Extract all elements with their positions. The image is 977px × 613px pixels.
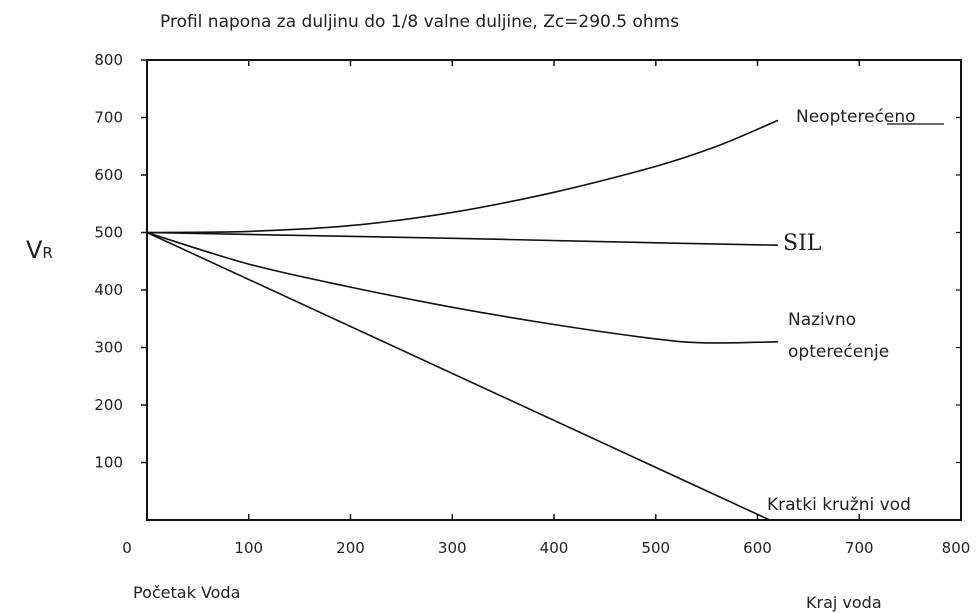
y-tick-label: 200 xyxy=(94,396,123,414)
y-axis-label: VR xyxy=(26,236,53,264)
series-label-sil: SIL xyxy=(783,231,822,256)
x-tick-label: 300 xyxy=(438,539,467,557)
x-tick-label: 100 xyxy=(234,539,263,557)
y-tick-label: 800 xyxy=(94,51,123,69)
y-axis-ticks: 100 200 300 400 500 600 700 800 xyxy=(94,51,961,472)
series-label-nazivno-line2: opterećenje xyxy=(788,342,889,362)
y-tick-label: 400 xyxy=(94,281,123,299)
x-tick-label: 400 xyxy=(540,539,569,557)
series-label-nazivno-line1: Nazivno xyxy=(788,310,856,330)
series-curves xyxy=(146,119,779,521)
series-label-neoptereceno: Neopterećeno xyxy=(796,107,916,127)
x-tick-label: 0 xyxy=(122,539,132,557)
sil-line xyxy=(146,231,778,246)
x-tick-label: 200 xyxy=(336,539,365,557)
y-tick-label: 500 xyxy=(94,224,123,242)
x-tick-label: 600 xyxy=(743,539,772,557)
series-label-kratki: Kratki kružni vod xyxy=(767,495,911,515)
annotation-start: Početak Voda xyxy=(133,583,240,602)
x-tick-label: 700 xyxy=(845,539,874,557)
plot-frame xyxy=(146,59,962,521)
chart-title: Profil napona za duljinu do 1/8 valne du… xyxy=(160,12,679,32)
y-tick-label: 300 xyxy=(94,339,123,357)
neoptereceno-line xyxy=(146,119,779,234)
x-axis-ticks: 0 100 200 300 400 500 600 700 800 xyxy=(122,60,970,557)
annotation-end: Kraj voda xyxy=(806,593,882,612)
nazivno-opterecenje-line xyxy=(146,231,778,344)
x-tick-label: 500 xyxy=(641,539,670,557)
x-tick-label: 800 xyxy=(942,539,971,557)
y-tick-label: 100 xyxy=(94,454,123,472)
y-tick-label: 700 xyxy=(94,109,123,127)
y-tick-label: 600 xyxy=(94,166,123,184)
kratki-kruzni-vod-line xyxy=(146,231,771,521)
